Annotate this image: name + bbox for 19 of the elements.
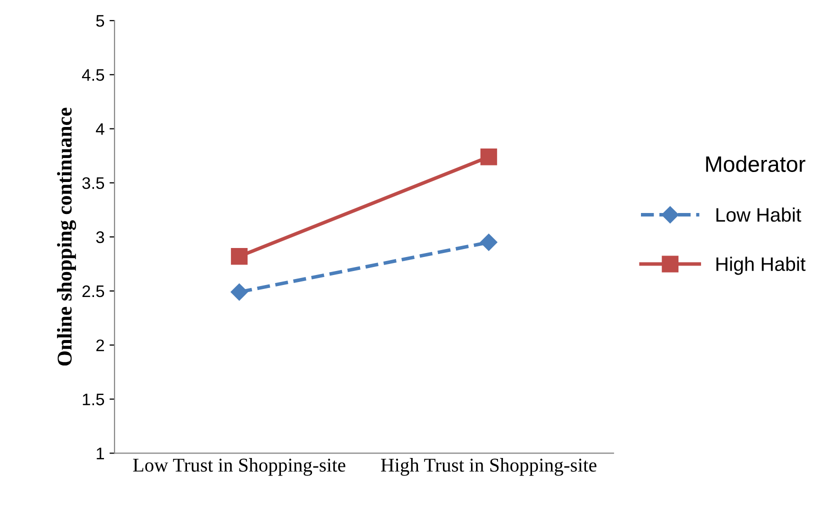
y-tick-label: 3 [96, 231, 104, 244]
y-tick-label: 2.5 [82, 285, 104, 298]
x-tick-label: High Trust in Shopping-site [380, 458, 596, 476]
point [230, 248, 248, 265]
legend-label: Low Habit [716, 208, 802, 222]
x-tick-label: Low Trust in Shopping-site [133, 458, 346, 476]
y-tick-label: 2 [96, 339, 104, 352]
y-tick-label: 5 [96, 15, 104, 27]
point [480, 234, 498, 251]
y-tick-label: 1.5 [82, 394, 104, 406]
y-tick-label: 3.5 [82, 177, 104, 190]
y-tick-label: 4 [96, 123, 104, 135]
legend-title: Moderator [706, 156, 806, 172]
point [230, 284, 248, 301]
legend-label: High Habit [716, 256, 806, 275]
point [480, 148, 498, 166]
y-tick-label: 4.5 [82, 69, 104, 81]
y-tick-label: 1 [96, 448, 104, 460]
y-axis-title: Online shopping continuance [57, 108, 76, 366]
